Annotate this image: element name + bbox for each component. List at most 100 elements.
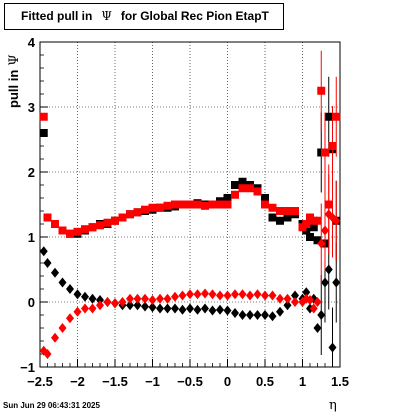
data-point [66,313,74,324]
data-point [58,323,67,333]
data-point [268,290,277,301]
data-point [276,306,284,317]
data-point [223,290,232,301]
title-part-2: for Global Rec Pion EtapT [120,9,269,23]
data-point [268,203,277,212]
data-point [171,303,179,314]
data-point [324,112,333,121]
axis-ticks: −2.5 −2 −1.5 −1 −0.5 0 0.5 1 1.5 −1 0 1 2 3 4 [20,35,349,389]
data-point [328,342,337,353]
y-tick-label: 1 [28,230,35,245]
x-tick-label: 1 [299,374,306,389]
series-3 [39,229,341,367]
x-tick-label: 0.5 [256,374,274,389]
data-point [133,208,142,217]
data-point [73,227,82,236]
x-tick-label: −1 [145,374,160,389]
data-point [306,233,314,241]
data-point [313,323,322,333]
data-point [88,223,97,232]
data-point [141,301,149,312]
x-tick-label: −0.5 [177,374,203,389]
data-point [178,290,187,301]
data-point [261,194,269,202]
data-point [178,200,187,209]
data-point [156,293,164,304]
data-point [208,200,217,209]
title-psi-symbol: Ψ [101,9,112,23]
data-point [51,220,59,228]
data-point [178,304,187,315]
data-point [238,184,247,193]
data-point [276,207,284,215]
data-point [283,300,292,311]
y-tick-label: −1 [20,360,35,375]
data-point [302,220,311,228]
x-tick-label: −1.5 [102,374,128,389]
data-point [208,289,217,300]
data-point [193,289,202,300]
data-point [268,213,277,222]
y-tick-label: 4 [28,35,36,50]
data-point [88,293,97,304]
data-point [328,142,337,150]
data-point [96,300,104,311]
data-point [81,225,89,234]
data-point [186,200,194,209]
data-point [261,200,269,209]
timestamp-footer: Sun Jun 29 06:43:31 2025 [3,401,100,410]
data-point [118,213,127,222]
data-point [216,290,224,301]
data-point [171,291,179,302]
data-point [276,293,284,304]
data-point [39,246,48,257]
data-point [313,216,322,225]
data-point [216,200,224,209]
data-point [313,236,322,245]
data-point [81,291,89,302]
data-point [261,290,269,301]
title-part-1: Fitted pull in [21,9,93,23]
data-point [201,288,209,299]
data-point [246,310,254,320]
data-point [186,289,194,300]
x-tick-label: 1.5 [331,374,349,389]
data-point [201,201,209,210]
data-point [193,304,202,315]
data-point [141,293,149,304]
data-point [283,207,292,215]
data-point [156,203,164,212]
data-point [238,177,247,186]
data-point [141,205,149,214]
data-point [43,258,52,268]
data-point [118,297,127,307]
data-point [73,306,82,317]
data-point [66,229,74,238]
data-point [51,267,59,278]
data-point [96,221,104,230]
data-point [321,277,329,288]
x-tick-label: −2.5 [27,374,53,389]
data-point [321,225,329,236]
data-point [163,293,172,304]
data-point [302,287,311,298]
data-point [332,112,341,121]
data-point [283,293,292,304]
data-point [148,295,157,306]
data-point [321,148,329,157]
data-point [51,332,59,343]
x-axis-label: η [329,398,337,413]
data-point [223,305,232,316]
data-point [246,290,254,301]
data-point [216,304,224,315]
data-point [186,303,194,314]
data-point [66,284,74,294]
data-point [133,293,142,304]
data-point [126,300,134,311]
data-point [73,289,82,300]
data-point [313,297,322,307]
data-point [253,310,262,320]
data-point [231,308,239,319]
data-point [223,200,232,209]
data-point [58,226,67,235]
